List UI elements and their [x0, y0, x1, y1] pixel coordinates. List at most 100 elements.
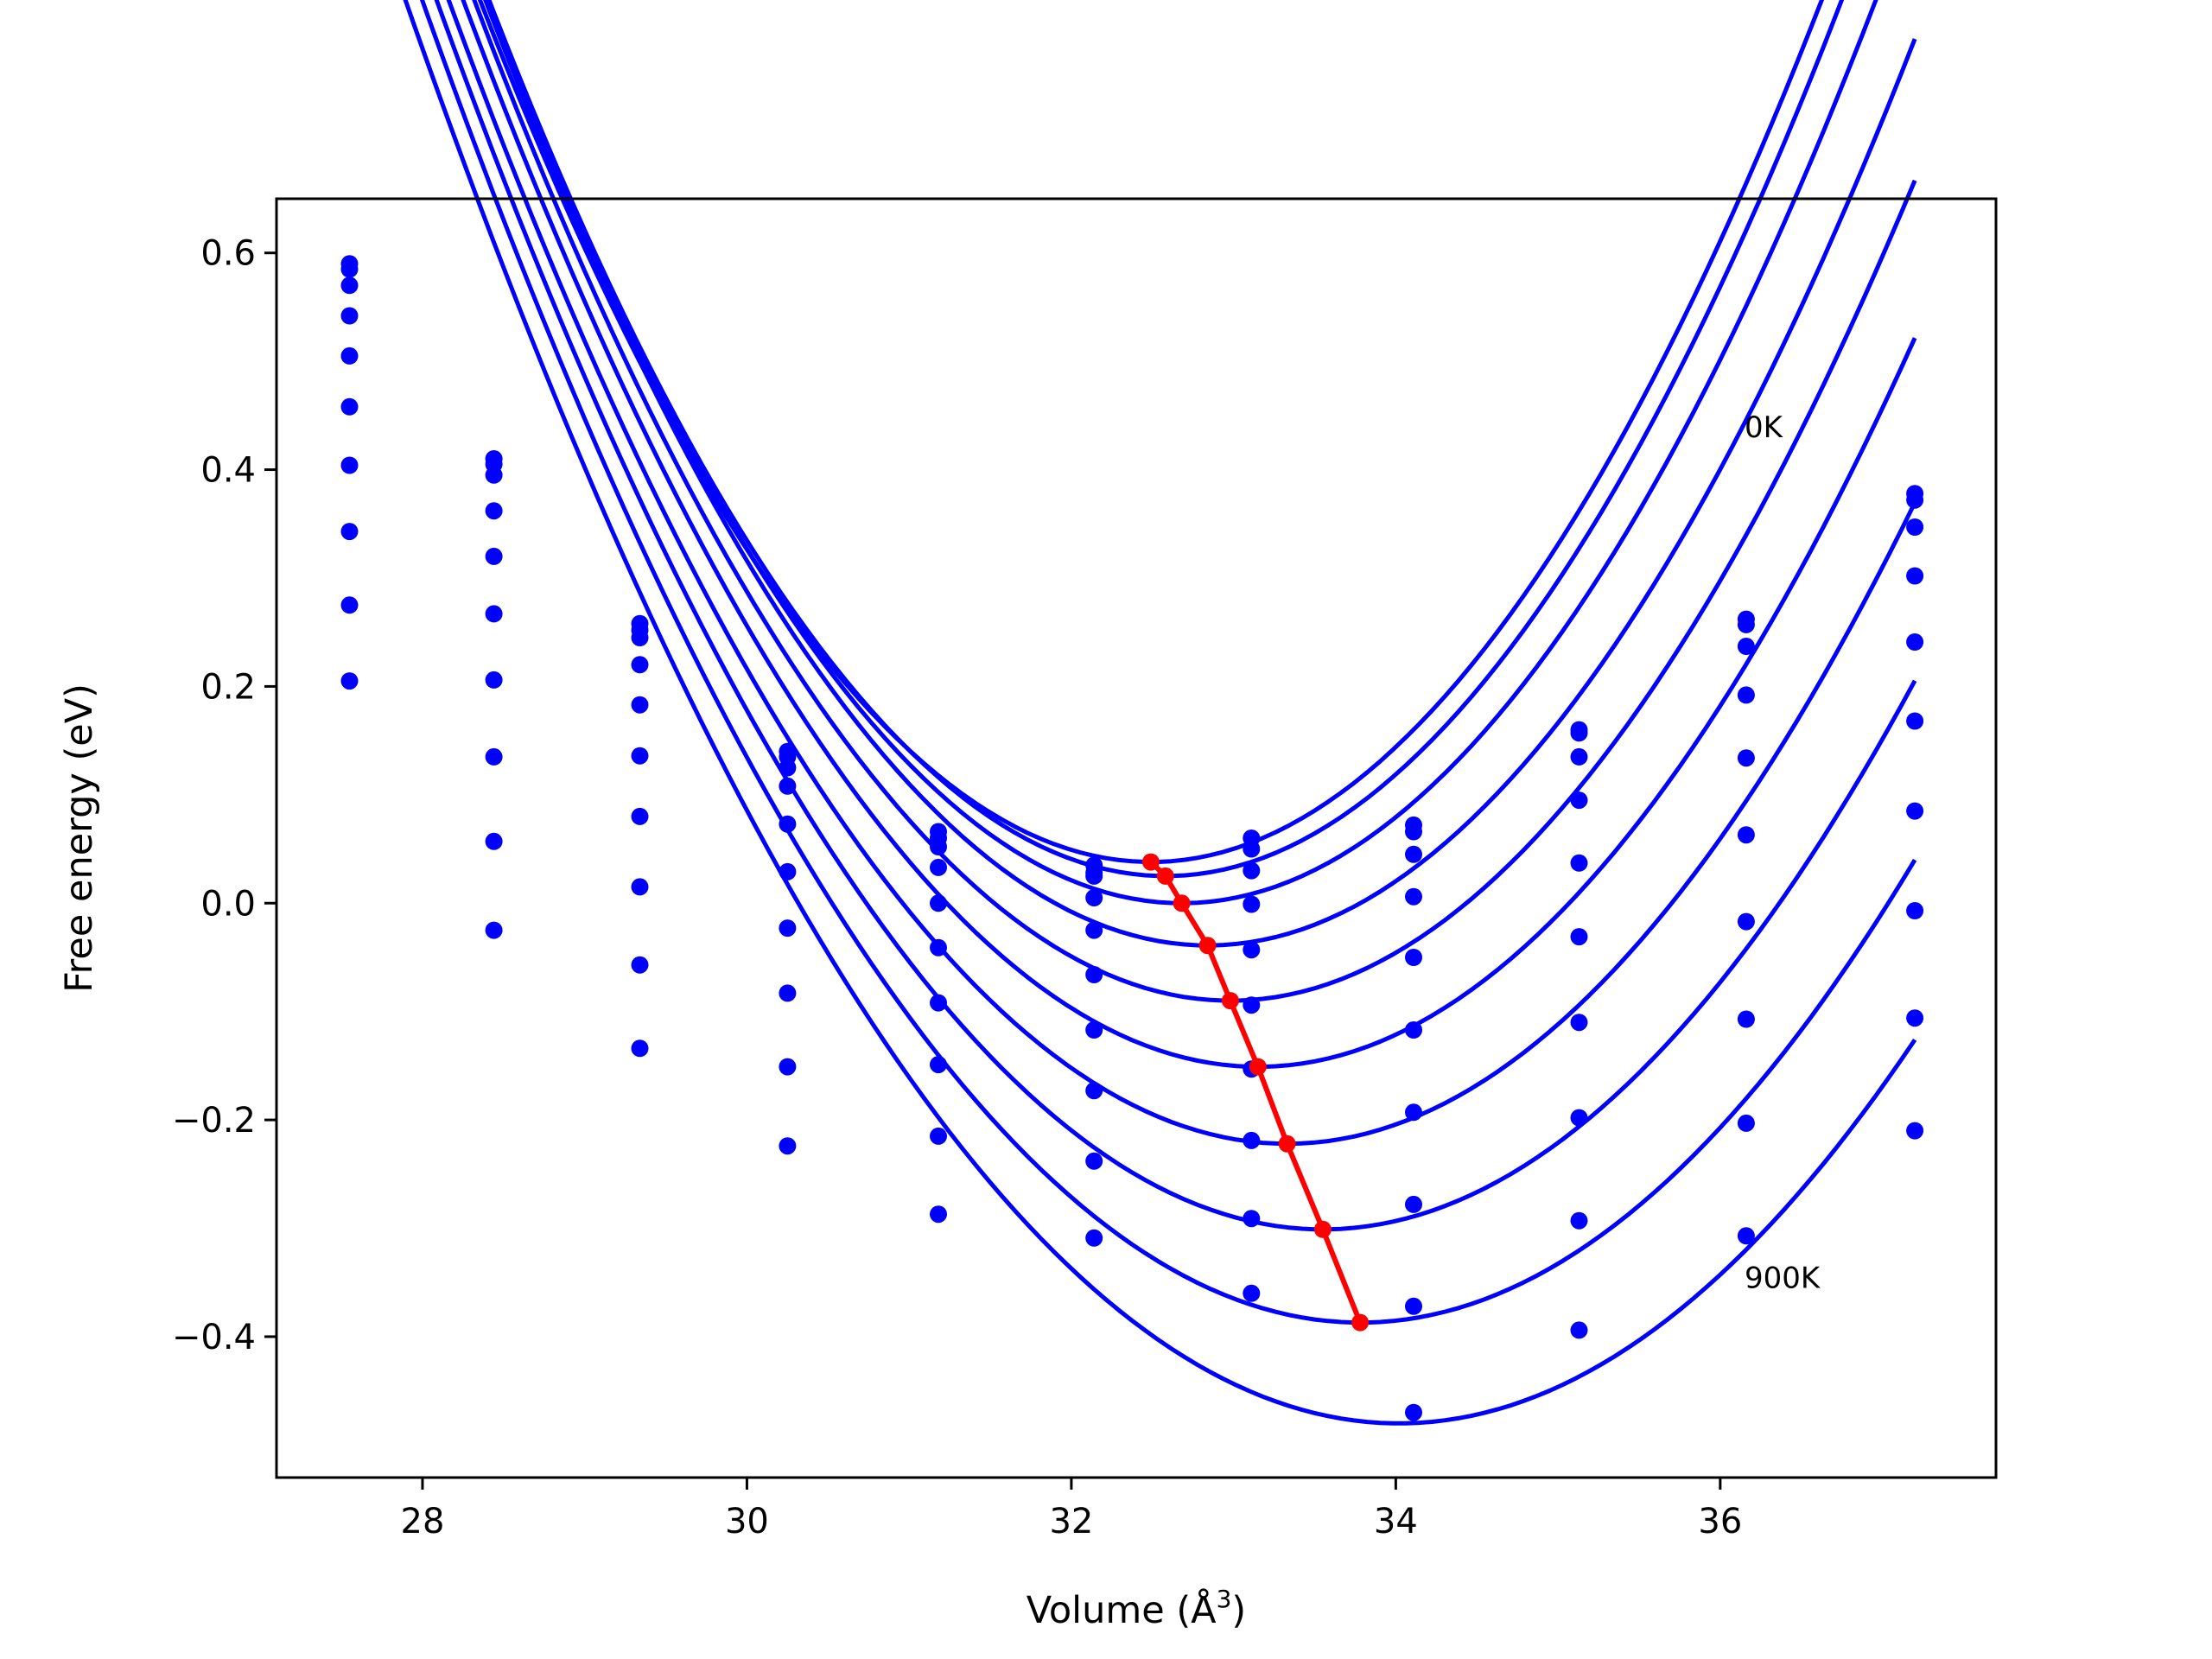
data-point-600K-8 [1570, 1014, 1588, 1032]
data-point-200K-0 [340, 276, 359, 295]
x-tick-label: 36 [1698, 1502, 1742, 1541]
data-point-300K-2 [631, 656, 649, 674]
data-point-500K-4 [930, 938, 947, 957]
data-point-900K-1 [485, 921, 503, 939]
data-point-500K-1 [485, 605, 503, 623]
data-point-200K-3 [779, 759, 797, 777]
data-point-400K-7 [1405, 949, 1422, 966]
fit-curve-900K [403, 0, 1917, 1426]
data-point-700K-7 [1405, 1195, 1422, 1213]
y-axis: 0.6 0.4 0.2 0.0 −0.2 −0.4 [172, 234, 276, 1357]
y-tick-label: 0.6 [200, 234, 256, 274]
x-tick-label: 28 [401, 1502, 445, 1541]
data-point-300K-8 [1570, 791, 1588, 810]
data-point-500K-2 [631, 747, 649, 765]
fit-curve-100K [486, 0, 1845, 879]
data-point-800K-10 [1906, 1009, 1924, 1027]
data-point-900K-2 [631, 1039, 649, 1058]
data-point-500K-3 [779, 862, 797, 880]
data-point-500K-5 [1085, 966, 1103, 983]
data-point-400K-4 [930, 894, 947, 912]
data-point-700K-2 [631, 878, 649, 896]
y-tick-label: 0.2 [200, 667, 256, 707]
data-point-200K-1 [485, 466, 503, 484]
data-point-300K-10 [1906, 567, 1924, 585]
fit-curve-300K [483, 0, 1917, 948]
data-point-700K-10 [1906, 902, 1924, 919]
data-point-500K-7 [1405, 1021, 1422, 1039]
data-point-600K-7 [1405, 1103, 1422, 1122]
data-point-600K-0 [340, 456, 359, 474]
data-point-600K-2 [631, 807, 649, 825]
y-axis-label: Free energy (eV) [58, 683, 101, 993]
data-point-500K-6 [1243, 996, 1261, 1014]
data-point-900K-7 [1405, 1403, 1422, 1421]
x-tick-label: 34 [1374, 1502, 1418, 1541]
data-point-400K-10 [1906, 633, 1924, 651]
data-point-100K-0 [340, 260, 359, 278]
x-axis-label: Volume (Å3) [1027, 1585, 1246, 1632]
data-point-900K-0 [340, 672, 359, 690]
minimum-point-0 [1141, 853, 1160, 871]
y-tick-label: 0.4 [200, 451, 256, 491]
data-point-300K-6 [1243, 895, 1261, 913]
minimum-point-7 [1313, 1220, 1332, 1238]
data-point-400K-2 [631, 696, 649, 714]
data-point-400K-1 [485, 547, 503, 565]
data-point-600K-1 [485, 671, 503, 689]
data-point-700K-6 [1243, 1131, 1261, 1149]
data-point-800K-3 [779, 1058, 797, 1076]
data-point-800K-2 [631, 956, 649, 974]
data-point-300K-5 [1085, 889, 1103, 906]
data-point-400K-5 [1085, 921, 1103, 939]
data-point-200K-9 [1737, 638, 1755, 655]
data-point-300K-4 [930, 858, 947, 876]
data-point-500K-8 [1570, 928, 1588, 946]
data-point-500K-0 [340, 397, 359, 416]
data-point-900K-8 [1570, 1321, 1588, 1339]
data-point-500K-10 [1906, 712, 1924, 730]
fit-curve-200K [485, 0, 1878, 906]
fit-curve-700K [434, 0, 1917, 1232]
fit-curve-600K [446, 0, 1917, 1147]
data-point-200K-5 [1085, 867, 1103, 885]
data-point-800K-1 [485, 832, 503, 850]
data-point-600K-10 [1906, 802, 1924, 820]
data-point-900K-4 [930, 1205, 947, 1224]
data-point-200K-10 [1906, 518, 1924, 536]
data-point-400K-6 [1243, 941, 1261, 959]
annotation-0k: 0K [1745, 410, 1784, 445]
annotations: 0K 900K [1745, 410, 1821, 1296]
data-point-400K-8 [1570, 854, 1588, 872]
plot-area [340, 0, 1924, 1426]
data-point-700K-3 [779, 984, 797, 1002]
data-point-800K-6 [1243, 1210, 1261, 1228]
data-point-200K-7 [1405, 845, 1422, 863]
data-point-100K-10 [1906, 491, 1924, 509]
data-point-600K-5 [1085, 1021, 1103, 1039]
data-point-300K-9 [1737, 686, 1755, 704]
data-point-100K-6 [1243, 840, 1261, 858]
data-point-900K-3 [779, 1137, 797, 1155]
x-tick-label: 30 [725, 1502, 769, 1541]
data-point-200K-8 [1570, 747, 1588, 766]
data-point-700K-8 [1570, 1109, 1588, 1127]
data-point-700K-9 [1737, 1010, 1755, 1028]
y-tick-label: −0.4 [172, 1318, 256, 1357]
minimum-point-6 [1278, 1135, 1296, 1153]
data-point-200K-6 [1243, 861, 1261, 880]
minimum-point-3 [1198, 937, 1217, 955]
data-point-500K-9 [1737, 826, 1755, 844]
data-point-800K-4 [930, 1127, 947, 1145]
data-point-100K-8 [1570, 724, 1588, 742]
data-point-800K-7 [1405, 1297, 1422, 1315]
minimum-point-1 [1156, 867, 1174, 885]
x-axis: 28 30 32 34 36 [401, 1478, 1742, 1541]
data-point-900K-5 [1085, 1229, 1103, 1247]
fit-curve-400K [472, 0, 1917, 1003]
data-point-800K-0 [340, 596, 359, 614]
fit-curve-500K [461, 0, 1917, 1070]
x-tick-label: 32 [1049, 1502, 1093, 1541]
